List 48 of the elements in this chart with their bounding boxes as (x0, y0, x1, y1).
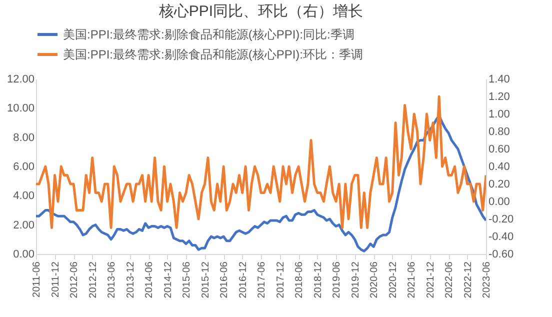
line-series (36, 114, 486, 252)
y2-tick-label: 0.00 (488, 196, 510, 208)
y2-tick-label: 0.20 (488, 178, 510, 190)
y2-tick-label: 1.20 (488, 91, 510, 103)
x-tick-label: 2021-06 (406, 261, 418, 298)
x-tick-label: 2022-12 (462, 261, 474, 298)
x-tick-label: 2015-12 (200, 261, 212, 298)
x-tick-label: 2012-12 (88, 261, 99, 298)
y2-tick-label: 0.40 (488, 161, 510, 173)
y-tick-label: 6.00 (13, 161, 34, 173)
x-tick-label: 2020-12 (388, 261, 399, 298)
x-tick-label: 2015-06 (182, 261, 192, 298)
y2-tick-label: -0.20 (488, 214, 514, 226)
y-tick-label: 8.00 (13, 132, 34, 144)
x-tick-label: 2020-06 (369, 261, 380, 298)
y2-tick-label: 1.00 (488, 108, 510, 120)
y-tick-label: 12.00 (6, 74, 34, 86)
chart-title: 核心PPI同比、环比（右）增长 (158, 3, 364, 20)
y-tick-label: 2.00 (13, 219, 34, 232)
x-tick-label: 2011-06 (32, 261, 42, 298)
x-tick-label: 2019-06 (332, 261, 342, 298)
x-tick-label: 2021-12 (425, 261, 436, 298)
x-tick-label: 2018-06 (294, 261, 306, 298)
x-tick-label: 2017-12 (275, 261, 286, 298)
line-series (36, 95, 486, 229)
x-tick-label: 2023-06 (482, 261, 492, 298)
y2-tick-label: 0.60 (488, 144, 510, 156)
y-tick-label: 10.00 (6, 102, 34, 115)
x-tick-label: 2013-06 (106, 261, 118, 298)
y-tick-label: 4.00 (13, 190, 34, 202)
x-tick-label: 2016-06 (219, 261, 230, 298)
y2-tick-label: 1.40 (488, 74, 510, 86)
x-tick-label: 2014-06 (144, 261, 156, 298)
y2-tick-label: -0.60 (488, 248, 514, 260)
x-tick-label: 2022-06 (444, 261, 456, 298)
x-tick-label: 2012-06 (69, 261, 80, 298)
legend-label: 美国:PPI:最终需求:剔除食品和能源(核心PPI):环比：季调 (63, 48, 364, 62)
x-tick-label: 2019-12 (350, 261, 362, 298)
x-tick-label: 2017-06 (256, 261, 268, 298)
y2-tick-label: -0.40 (488, 231, 514, 243)
x-tick-label: 2018-12 (312, 261, 324, 298)
x-tick-label: 2014-12 (162, 261, 174, 298)
legend-label: 美国:PPI:最终需求:剔除食品和能源(核心PPI):同比:季调 (63, 28, 354, 42)
x-tick-label: 2013-12 (125, 261, 136, 298)
y2-tick-label: 0.80 (488, 126, 510, 138)
y-tick-label: 0.00 (13, 248, 34, 260)
x-tick-label: 2011-12 (50, 261, 62, 298)
x-tick-label: 2016-12 (238, 261, 249, 298)
